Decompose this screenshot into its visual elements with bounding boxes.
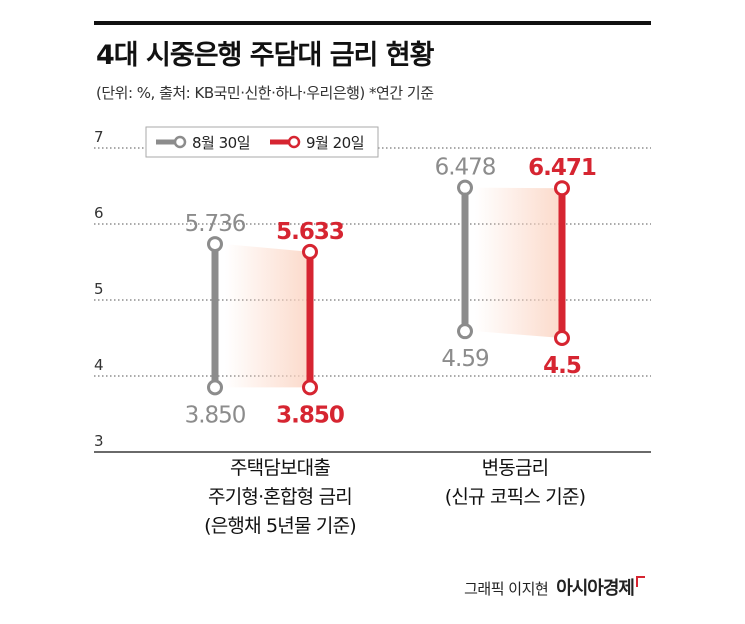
y-tick-label: 6 [94, 204, 104, 222]
low-value-label: 4.5 [543, 353, 581, 379]
low-value-label: 4.59 [441, 346, 489, 372]
high-point-marker [457, 179, 473, 196]
category-label-line: 주기형·혼합형 금리 [208, 486, 353, 508]
category-label-line: 변동금리 [481, 457, 550, 479]
y-tick-label: 7 [94, 128, 104, 146]
credit-name: 그래픽 이지현 [464, 580, 549, 598]
legend-label: 9월 20일 [306, 134, 364, 152]
category-label-line: 주택담보대출 [229, 457, 331, 479]
legend-label: 8월 30일 [192, 134, 250, 152]
category-label-line: (은행채 5년물 기준) [204, 515, 357, 537]
low-point-marker [554, 330, 570, 346]
legend-swatch-marker [173, 135, 187, 149]
category-label-fixed-rate: 주택담보대출 주기형·혼합형 금리 (은행채 5년물 기준) [160, 454, 400, 541]
chart-title: 4대 시중은행 주담대 금리 현황 [96, 40, 434, 71]
low-value-label: 3.850 [185, 402, 246, 428]
high-value-label: 6.478 [435, 155, 496, 181]
brand-logo-mark [636, 576, 645, 587]
high-value-label: 6.471 [528, 155, 596, 181]
chart-subtitle: (단위: %, 출처: KB국민·신한·하나·우리은행) *연간 기준 [96, 84, 434, 102]
brand-name: 아시아경제 [556, 578, 635, 599]
low-point-marker [207, 379, 223, 396]
high-point-marker [207, 236, 223, 253]
legend-swatch-marker [287, 135, 301, 149]
change-shade-band [475, 187, 562, 338]
top-rule [94, 21, 651, 25]
high-point-marker [302, 243, 318, 260]
high-point-marker [554, 180, 570, 197]
y-tick-label: 3 [94, 432, 104, 450]
high-value-label: 5.736 [185, 211, 246, 237]
credit: 그래픽 이지현 아시아경제 [464, 574, 645, 600]
category-label-variable-rate: 변동금리 (신규 코픽스 기준) [400, 454, 630, 512]
high-value-label: 5.633 [276, 219, 344, 245]
low-point-marker [457, 323, 473, 340]
low-value-label: 3.850 [276, 402, 344, 428]
y-tick-label: 4 [94, 356, 104, 374]
category-label-line: (신규 코픽스 기준) [444, 486, 586, 508]
change-shade-band [225, 244, 310, 388]
y-tick-label: 5 [94, 280, 104, 298]
low-point-marker [302, 379, 318, 396]
